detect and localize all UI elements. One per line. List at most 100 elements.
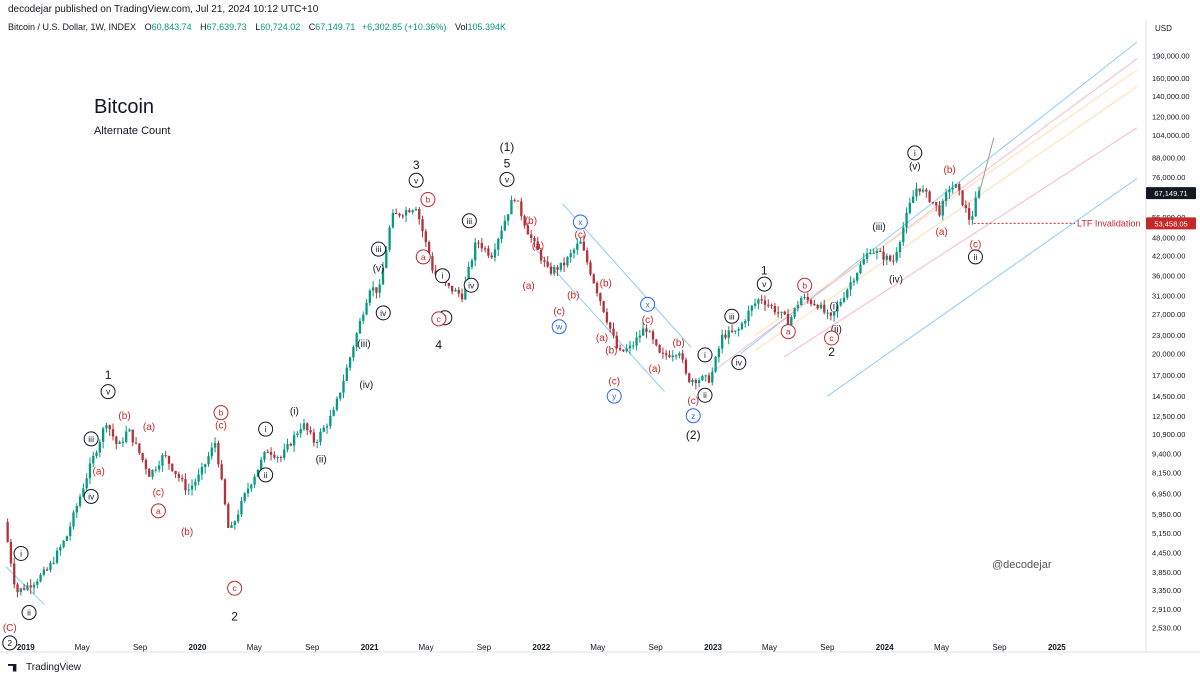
candle-body <box>582 241 586 251</box>
price-tick-label: 3,350.00 <box>1152 586 1181 595</box>
wave-label: iii <box>729 311 735 321</box>
wave-label-circle <box>375 305 391 321</box>
candle-body <box>187 489 190 491</box>
wave-label: iii <box>88 434 94 444</box>
candle-body <box>125 431 128 442</box>
candle-body <box>36 581 39 585</box>
wave-label-circle <box>461 213 477 229</box>
candle-body <box>250 484 253 489</box>
time-tick-label: May <box>762 643 777 652</box>
candle-body <box>569 253 572 258</box>
channel-line <box>783 127 1138 358</box>
candle-body <box>105 425 108 429</box>
wave-label: (iv) <box>889 274 903 285</box>
price-tag-box <box>1146 187 1196 200</box>
candle-body <box>648 331 651 333</box>
candle-body <box>480 243 483 249</box>
chart-title: Bitcoin <box>94 96 154 118</box>
wave-label: ii <box>974 252 978 262</box>
footer-brand: TradingView <box>26 662 82 673</box>
candle-body <box>776 312 780 314</box>
time-tick-label: 2019 <box>17 643 35 652</box>
price-tick-label: 4,450.00 <box>1152 549 1181 558</box>
candle-body <box>141 453 144 461</box>
candle-body <box>464 281 467 300</box>
wave-label: iv <box>380 308 387 318</box>
candle-body <box>549 266 553 274</box>
wave-label-circle <box>371 241 387 257</box>
candle-body <box>273 454 276 458</box>
wave-label: 3 <box>413 158 420 172</box>
candle-body <box>451 285 454 292</box>
candle-body <box>65 536 69 541</box>
candle-body <box>556 267 559 270</box>
candle-body <box>194 481 197 486</box>
wave-label: v <box>505 174 510 184</box>
candle-body <box>26 585 29 590</box>
wave-label: (a) <box>93 467 105 478</box>
candle-body <box>345 367 348 381</box>
candle-body <box>842 297 846 302</box>
candle-body <box>279 457 283 459</box>
price-tick-label: 3,850.00 <box>1152 568 1181 577</box>
wave-label: (b) <box>600 278 612 289</box>
candle-body <box>628 345 632 349</box>
candle-body <box>467 266 470 282</box>
candle-body <box>770 305 773 307</box>
candle-body <box>579 241 582 244</box>
candle-body <box>964 205 967 209</box>
candle-body <box>371 287 375 291</box>
candle-body <box>832 311 836 316</box>
time-tick-label: 2021 <box>361 643 379 652</box>
candle-body <box>177 474 181 478</box>
time-tick-label: May <box>247 643 262 652</box>
candle-body <box>309 430 312 433</box>
candle-body <box>885 255 888 260</box>
candle-body <box>355 333 358 348</box>
candle-body <box>908 202 912 213</box>
wave-label-circle <box>499 171 515 187</box>
price-tick-label: 2,530.00 <box>1152 623 1181 632</box>
candle-body <box>721 334 724 349</box>
candle-body <box>503 220 507 231</box>
candle-body <box>213 442 217 448</box>
candle-body <box>740 323 744 330</box>
candle-body <box>688 373 691 383</box>
time-tick-label: Sep <box>992 643 1007 652</box>
price-tick-label: 190,000.00 <box>1152 51 1190 60</box>
candle-body <box>487 248 490 256</box>
candle-body <box>131 429 134 443</box>
time-tick-label: Sep <box>477 643 492 652</box>
candle-body <box>816 305 819 309</box>
candle-body <box>632 345 635 347</box>
candle-body <box>819 304 823 309</box>
candle-body <box>977 191 981 198</box>
wave-label: 1 <box>105 368 112 382</box>
candle-body <box>181 477 184 480</box>
candle-body <box>954 184 958 188</box>
wave-label-circle <box>463 277 479 293</box>
wave-label: (c) <box>553 306 565 317</box>
candle-body <box>655 339 658 346</box>
candle-body <box>72 512 75 527</box>
wave-label: iii <box>376 244 382 254</box>
candle-body <box>961 190 964 206</box>
candle-body <box>800 297 803 306</box>
symbol-name[interactable]: Bitcoin / U.S. Dollar, 1W, INDEX <box>8 22 137 32</box>
candle-body <box>823 304 826 313</box>
wave-label: 2 <box>7 638 12 648</box>
volume-value: 105.394K <box>467 22 506 32</box>
candle-body <box>22 588 26 590</box>
wave-label: (b) <box>118 411 130 422</box>
wave-label: b <box>219 408 224 418</box>
wave-label: b <box>802 280 807 290</box>
candle-body <box>335 398 339 410</box>
candle-body <box>365 302 368 315</box>
candle-body <box>401 215 404 217</box>
candle-body <box>806 297 809 301</box>
author-watermark: @decodejar <box>992 559 1052 571</box>
candle-body <box>668 355 671 358</box>
price-tick-label: 42,000.00 <box>1152 251 1185 260</box>
price-tick-label: 76,000.00 <box>1152 173 1185 182</box>
